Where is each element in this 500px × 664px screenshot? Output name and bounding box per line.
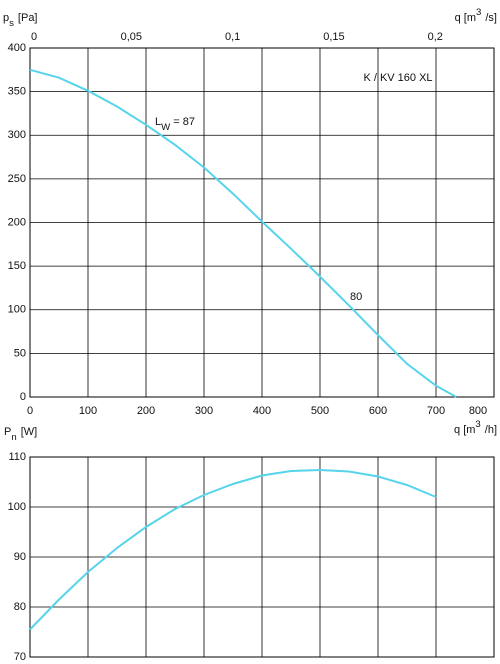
label-part: /s]	[485, 12, 497, 24]
x2-tick-label: 0,05	[121, 31, 142, 43]
y-tick-label: 350	[8, 86, 26, 98]
y-tick-label: 400	[8, 42, 26, 54]
label-part: [Pa]	[18, 12, 38, 24]
y-tick-label: 250	[8, 173, 26, 185]
x2-tick-label: 0,2	[428, 31, 443, 43]
label-part: 3	[476, 7, 481, 18]
x-tick-label: 800	[469, 405, 487, 417]
label-part: s	[9, 18, 14, 29]
y-tick-label: 100	[8, 501, 26, 513]
x2-tick-label: 0,15	[323, 31, 344, 43]
y-tick-label: 200	[8, 216, 26, 228]
label-part: [W]	[21, 426, 38, 438]
x-tick-label: 500	[311, 405, 329, 417]
x-tick-label: 300	[195, 405, 213, 417]
y-tick-label: 110	[8, 451, 26, 463]
curve	[29, 68, 457, 398]
y-tick-label: 150	[8, 260, 26, 272]
label-part: W	[161, 122, 171, 133]
axis-label: LW = 87	[155, 116, 195, 133]
x-tick-label: 0	[27, 405, 33, 417]
label-part: q [m	[455, 12, 476, 24]
x2-tick-label: 0	[31, 31, 37, 43]
y-tick-label: 90	[14, 551, 26, 563]
axis-label: ps [Pa]	[3, 12, 38, 29]
x-tick-label: 700	[427, 405, 445, 417]
label-part: L	[155, 116, 161, 128]
axis-label: q [m3/s]	[455, 7, 497, 24]
curve	[29, 468, 437, 631]
label-part: p	[3, 12, 9, 24]
x-tick-label: 200	[137, 405, 155, 417]
label-part: n	[11, 432, 16, 443]
x-tick-label: 600	[369, 405, 387, 417]
y-tick-label: 300	[8, 129, 26, 141]
y-tick-label: 50	[14, 347, 26, 359]
y-tick-label: 80	[14, 601, 26, 613]
y-tick-label: 100	[8, 304, 26, 316]
axis-label: Pn [W]	[4, 426, 37, 443]
x-tick-label: 400	[253, 405, 271, 417]
label-part: P	[4, 426, 11, 438]
label-part: = 87	[170, 116, 195, 128]
y-tick-label: 70	[14, 651, 26, 663]
label-part: 3	[475, 419, 480, 430]
chart-title: K / KV 160 XL	[363, 72, 432, 84]
label-part: /h]	[485, 424, 497, 436]
axis-label: 80	[350, 291, 362, 303]
label-part: q [m	[454, 424, 475, 436]
y-tick-label: 0	[20, 391, 26, 403]
label-part: 80	[350, 291, 362, 303]
x2-tick-label: 0,1	[225, 31, 240, 43]
axis-label: q [m3/h]	[454, 419, 497, 436]
x-tick-label: 100	[79, 405, 97, 417]
